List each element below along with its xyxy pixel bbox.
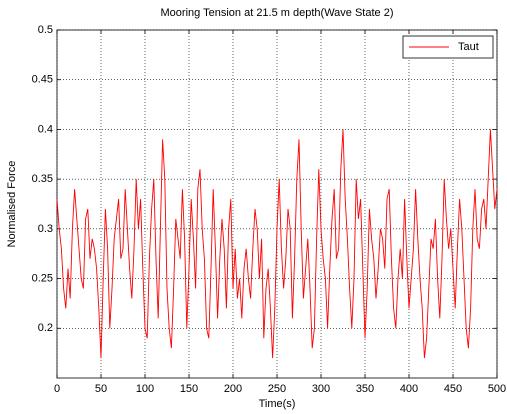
x-tick-label: 0 [54,383,60,395]
y-axis-label: Normalised Force [6,161,18,248]
y-tick-label: 0.35 [32,173,53,185]
x-tick-label: 250 [268,383,286,395]
y-tick-label: 0.2 [38,322,53,334]
x-tick-label: 500 [488,383,506,395]
x-tick-label: 200 [224,383,242,395]
x-tick-label: 150 [180,383,198,395]
y-tick-label: 0.45 [32,74,53,86]
x-tick-label: 50 [95,383,107,395]
x-tick-label: 350 [356,383,374,395]
x-tick-label: 100 [136,383,154,395]
chart-title: Mooring Tension at 21.5 m depth(Wave Sta… [161,7,394,19]
y-tick-label: 0.3 [38,223,53,235]
x-axis-label: Time(s) [259,398,296,410]
data-line [56,129,498,359]
x-tick-label: 400 [400,383,418,395]
legend-label: Taut [458,41,479,53]
x-tick-label: 450 [444,383,462,395]
y-tick-label: 0.5 [38,24,53,36]
x-tick-label: 300 [312,383,330,395]
y-tick-label: 0.25 [32,272,53,284]
y-tick-label: 0.4 [38,123,53,135]
